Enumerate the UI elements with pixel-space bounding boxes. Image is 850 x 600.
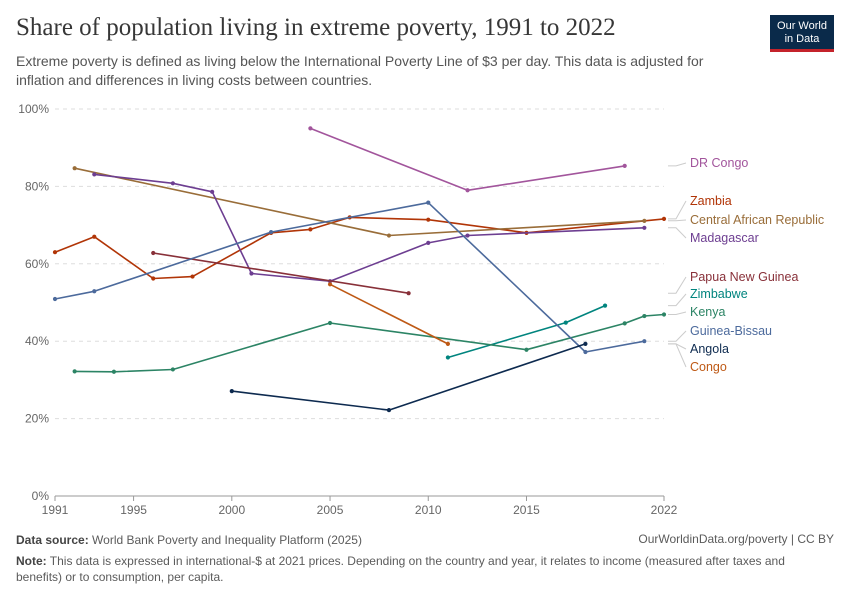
y-tick-label: 60% — [25, 257, 49, 271]
series-line[interactable] — [153, 252, 409, 294]
data-point[interactable] — [151, 276, 156, 281]
data-point[interactable] — [563, 320, 568, 325]
data-source: Data source: World Bank Poverty and Ineq… — [16, 532, 362, 548]
data-point[interactable] — [622, 321, 627, 326]
y-tick-label: 40% — [25, 334, 49, 348]
logo-line-2: in Data — [784, 33, 820, 45]
x-tick-label: 2010 — [415, 503, 442, 517]
label-connector — [668, 162, 687, 167]
label-connector — [668, 276, 687, 294]
series-label[interactable]: Angola — [690, 342, 729, 356]
data-point[interactable] — [308, 227, 313, 232]
data-point[interactable] — [386, 233, 392, 238]
data-point[interactable] — [642, 225, 647, 230]
note-text: This data is expressed in international-… — [16, 554, 785, 584]
source-url[interactable]: OurWorldinData.org/poverty | CC BY — [638, 532, 834, 546]
owid-logo[interactable]: Our World in Data — [770, 15, 834, 52]
data-point[interactable] — [72, 369, 77, 374]
data-point[interactable] — [583, 341, 588, 347]
data-point[interactable] — [229, 389, 234, 394]
label-connector — [668, 330, 687, 342]
data-point[interactable] — [327, 282, 333, 287]
source-text[interactable]: World Bank Poverty and Inequality Platfo… — [88, 533, 362, 547]
x-tick-label: 2022 — [651, 503, 678, 517]
data-point[interactable] — [642, 339, 647, 344]
data-point[interactable] — [622, 163, 627, 168]
series-label[interactable]: Papua New Guinea — [690, 270, 798, 284]
data-point[interactable] — [445, 341, 451, 347]
y-tick-label: 0% — [32, 489, 50, 503]
x-tick-label: 1995 — [120, 503, 147, 517]
series-label[interactable]: Congo — [690, 360, 727, 374]
data-point[interactable] — [426, 240, 431, 246]
label-connector — [668, 219, 687, 222]
chart-note: Note: This data is expressed in internat… — [16, 553, 816, 585]
data-point[interactable] — [52, 250, 58, 255]
series-label[interactable]: Zimbabwe — [690, 287, 748, 301]
data-point[interactable] — [426, 200, 431, 205]
data-point[interactable] — [445, 355, 451, 360]
data-point[interactable] — [465, 188, 470, 193]
data-point[interactable] — [92, 234, 97, 239]
source-label: Data source: — [16, 533, 89, 547]
y-tick-label: 80% — [25, 179, 49, 193]
data-point[interactable] — [308, 126, 313, 131]
series-line[interactable] — [54, 216, 665, 280]
data-point[interactable] — [661, 312, 667, 317]
data-point[interactable] — [583, 349, 588, 355]
label-connector — [668, 227, 687, 239]
series-line[interactable] — [94, 173, 645, 283]
data-point[interactable] — [249, 271, 254, 276]
data-point[interactable] — [602, 303, 608, 308]
series-line[interactable] — [231, 343, 586, 411]
data-point[interactable] — [465, 233, 470, 238]
data-point[interactable] — [151, 250, 156, 256]
label-connector — [668, 293, 687, 307]
data-point[interactable] — [642, 218, 647, 223]
x-tick-label: 2000 — [218, 503, 245, 517]
note-label: Note: — [16, 554, 47, 568]
data-point[interactable] — [92, 289, 97, 294]
label-connector — [668, 343, 687, 368]
data-point[interactable] — [642, 313, 647, 319]
data-point[interactable] — [190, 274, 195, 279]
data-point[interactable] — [268, 229, 274, 235]
y-tick-label: 100% — [18, 102, 49, 116]
logo-line-1: Our World — [777, 20, 827, 32]
data-point[interactable] — [426, 217, 431, 222]
series-line[interactable] — [310, 127, 625, 192]
data-point[interactable] — [170, 367, 175, 372]
data-point[interactable] — [170, 181, 175, 186]
x-tick-label: 2005 — [317, 503, 344, 517]
data-point[interactable] — [406, 291, 411, 296]
y-tick-label: 20% — [25, 412, 49, 426]
chart-subtitle: Extreme poverty is defined as living bel… — [16, 53, 704, 88]
data-point[interactable] — [52, 296, 58, 302]
data-point[interactable] — [661, 216, 667, 222]
data-point[interactable] — [210, 189, 215, 194]
series-label[interactable]: Guinea-Bissau — [690, 324, 772, 338]
series-label[interactable]: DR Congo — [690, 156, 748, 170]
series-line[interactable] — [74, 313, 665, 373]
data-point[interactable] — [111, 369, 117, 374]
x-tick-label: 1991 — [42, 503, 69, 517]
series-label[interactable]: Kenya — [690, 305, 725, 319]
series-label[interactable]: Madagascar — [690, 231, 759, 245]
data-point[interactable] — [386, 407, 392, 413]
data-point[interactable] — [327, 320, 333, 326]
series-line[interactable] — [329, 283, 449, 345]
series-label[interactable]: Zambia — [690, 194, 732, 208]
chart-title: Share of population living in extreme po… — [16, 14, 616, 41]
x-tick-label: 2015 — [513, 503, 540, 517]
series-line[interactable] — [74, 167, 645, 237]
series-label[interactable]: Central African Republic — [690, 213, 824, 227]
data-point[interactable] — [72, 166, 77, 171]
series-line[interactable] — [54, 201, 645, 353]
data-point[interactable] — [92, 172, 97, 177]
label-connector — [668, 311, 687, 315]
data-point[interactable] — [524, 347, 529, 352]
label-connector — [668, 200, 687, 220]
